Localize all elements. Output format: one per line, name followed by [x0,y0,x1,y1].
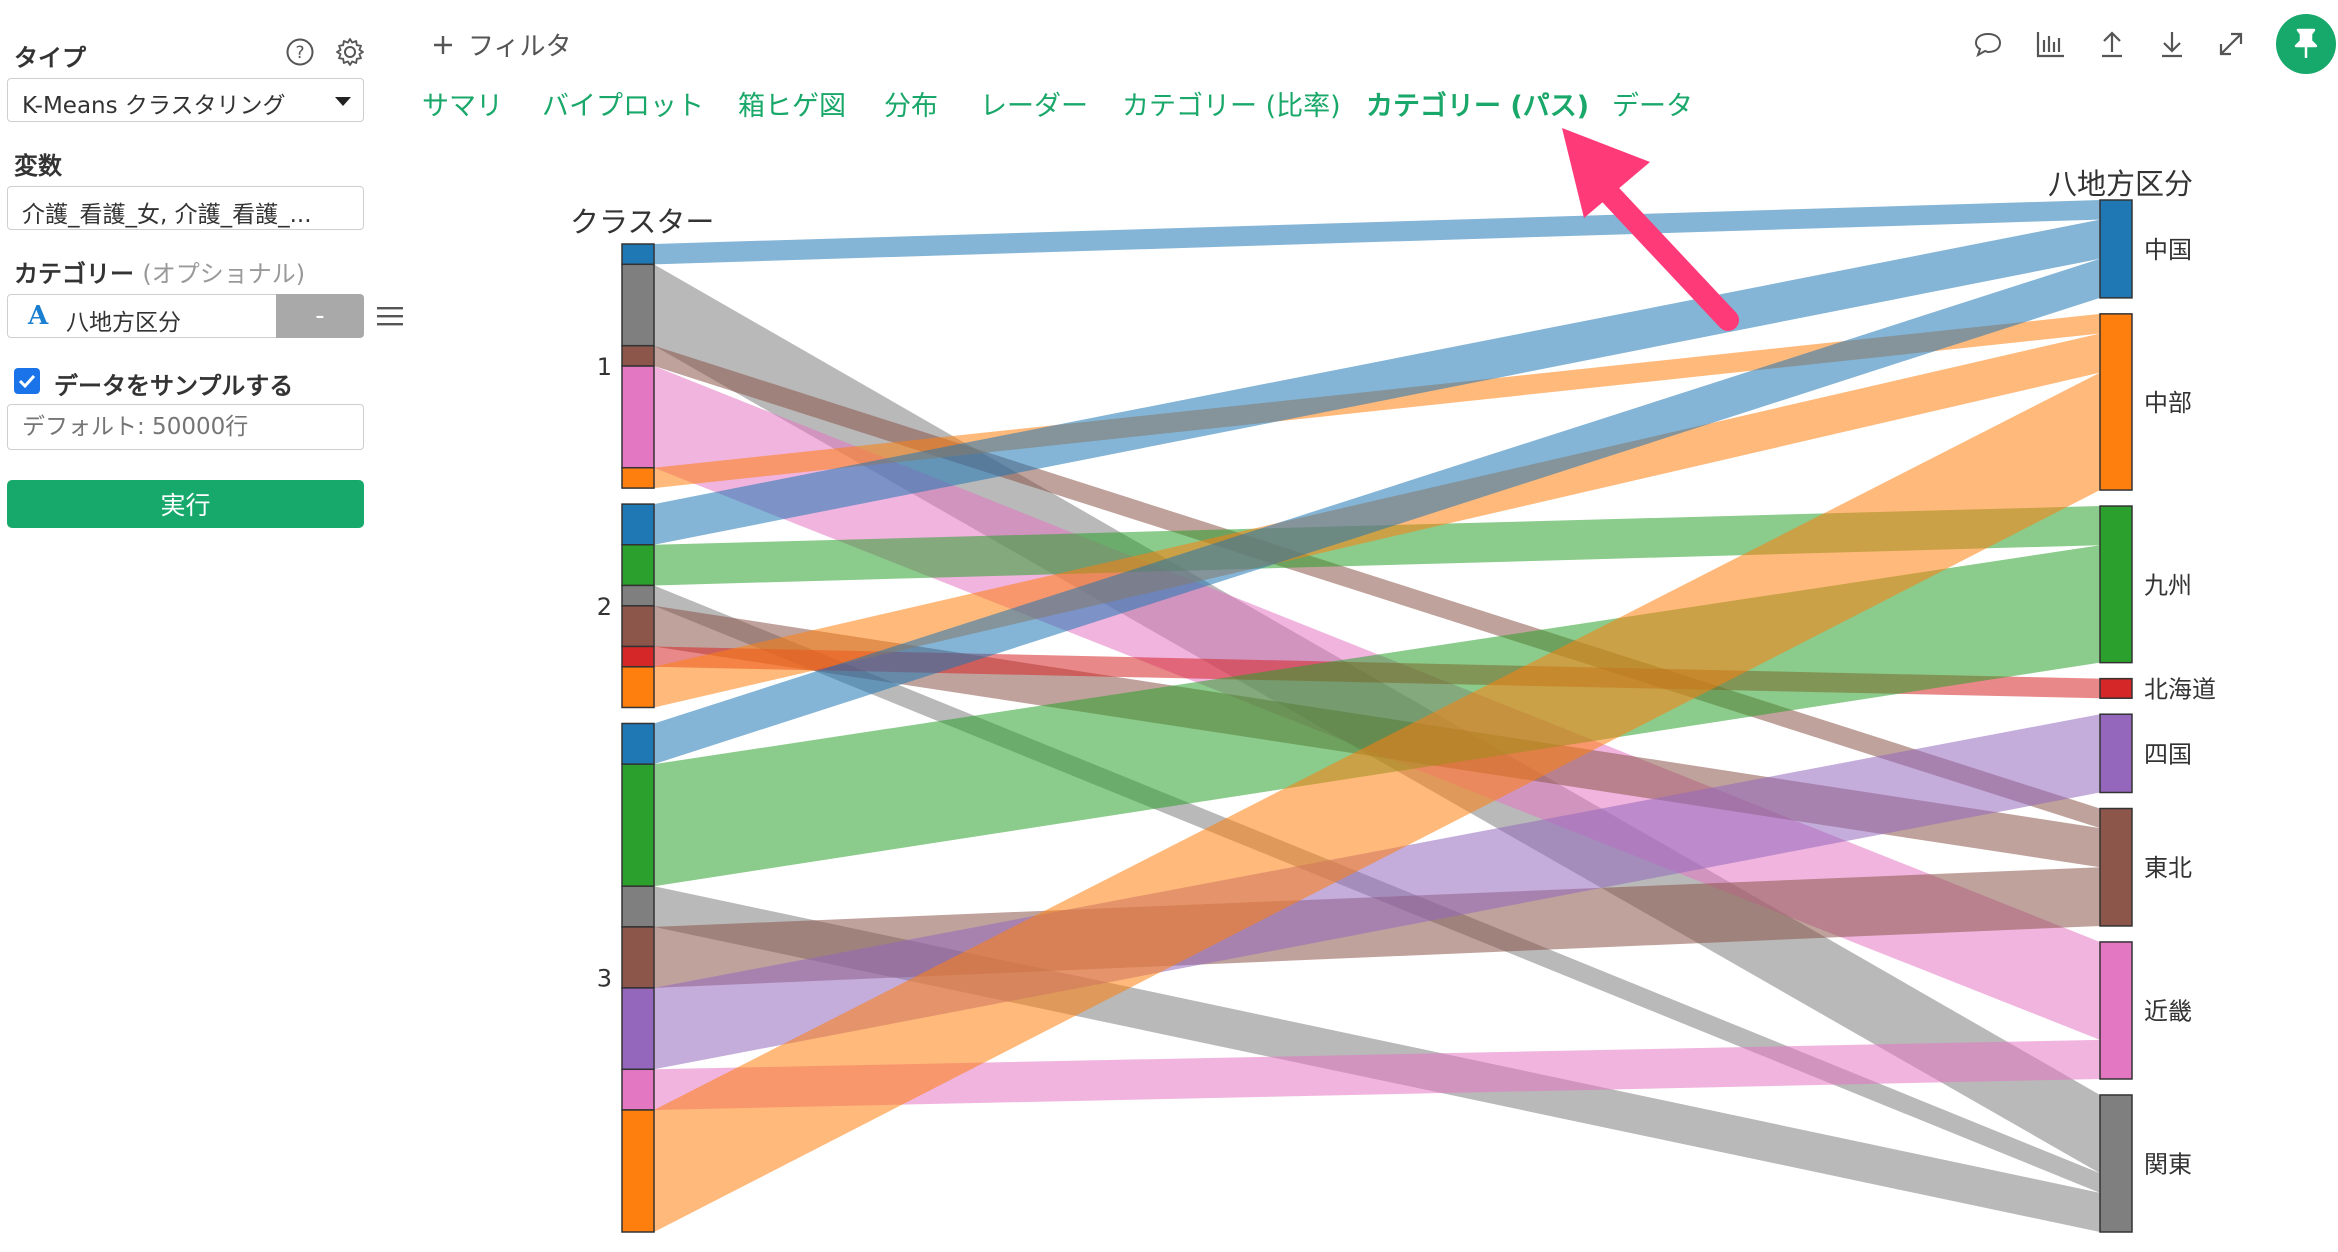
flow-ribbon [654,200,2100,265]
sample-rows-input[interactable] [7,404,364,450]
region-label: 関東 [2144,1150,2192,1178]
category-remove-button[interactable]: - [276,294,364,338]
download-icon[interactable] [2154,26,2190,62]
tab-radar[interactable]: レーダー [980,91,1088,122]
category-optional-text: (オプショナル) [142,260,306,288]
comment-icon[interactable] [1970,26,2006,62]
variables-label: 変数 [14,152,62,180]
cluster-segment [621,1068,655,1111]
pin-icon [2294,28,2318,58]
category-label: カテゴリー (オプショナル) [14,254,305,289]
chevron-down-icon [335,97,351,106]
cluster-segment [621,1109,655,1233]
region-label: 四国 [2144,740,2192,768]
cluster-segment [621,645,655,668]
region-bar [2099,313,2133,491]
variables-value: 介護_看護_女, 介護_看護_... [22,202,312,228]
cluster-segment [621,243,655,266]
annotation-arrow-shaft [1595,179,1739,331]
sample-checkbox[interactable] [14,368,40,394]
cluster-segment [621,544,655,587]
expand-icon[interactable] [2213,26,2249,62]
plus-icon [434,35,452,54]
upload-icon[interactable] [2094,26,2130,62]
settings-gear-icon[interactable] [332,34,368,70]
cluster-segment [621,666,655,709]
flow-ribbon [654,1039,2100,1110]
cluster-label: 1 [597,353,612,381]
run-button[interactable]: 実行 [7,480,364,528]
cluster-label: 3 [597,965,612,993]
cluster-segment [621,885,655,928]
variables-field[interactable]: 介護_看護_女, 介護_看護_... [7,186,364,230]
check-icon [18,374,36,389]
cluster-segment [621,466,655,489]
tab-summary[interactable]: サマリ [422,91,503,122]
category-label-text: カテゴリー [14,260,134,288]
text-type-icon: A [28,301,49,331]
right-axis-title: 八地方区分 [2048,167,2193,201]
tab-distribution[interactable]: 分布 [884,91,938,122]
region-bar [2099,713,2133,794]
flow-ribbon [654,219,2100,545]
region-bar [2099,807,2133,927]
cluster-segment [621,365,655,469]
region-label: 近畿 [2144,997,2192,1025]
region-label: 中部 [2144,389,2192,417]
tab-category-ratio[interactable]: カテゴリー (比率) [1122,91,1341,122]
region-label: 北海道 [2144,675,2216,703]
region-bar [2099,505,2133,664]
pin-button[interactable] [2276,14,2336,74]
region-label: 中国 [2144,236,2192,264]
type-select[interactable]: K-Means クラスタリング [7,78,364,122]
cluster-segment [621,722,655,765]
cluster-segment [621,926,655,989]
type-select-value: K-Means クラスタリング [22,93,286,119]
region-bar [2099,677,2133,699]
category-remove-label: - [315,301,325,331]
run-button-label: 実行 [160,491,211,520]
tab-boxplot[interactable]: 箱ヒゲ図 [738,91,846,122]
cluster-label: 2 [597,593,612,621]
category-value: 八地方区分 [66,310,181,336]
region-bar [2099,941,2133,1080]
add-filter-button[interactable]: フィルタ [432,26,571,63]
sample-label: データをサンプルする [54,372,294,400]
cluster-segment [621,605,655,648]
cluster-segment [621,584,655,607]
menu-icon[interactable] [372,298,408,334]
region-bar [2099,199,2133,299]
flow-ribbon [654,258,2100,765]
category-field[interactable]: A 八地方区分 [7,294,277,338]
type-label: タイプ [14,44,86,72]
annotation-arrow-head [1562,128,1650,218]
cluster-segment [621,987,655,1071]
help-icon[interactable]: ? [282,34,318,70]
region-label: 九州 [2144,571,2192,599]
cluster-segment [621,263,655,347]
left-axis-title: クラスター [570,205,714,239]
region-bar [2099,1094,2133,1233]
cluster-segment [621,503,655,546]
flow-ribbon [654,506,2100,586]
filter-label: フィルタ [468,32,572,62]
cluster-segment [621,763,655,887]
region-label: 東北 [2144,854,2192,882]
flow-ribbon [654,372,2100,1233]
tab-category-path[interactable]: カテゴリー (パス) [1366,91,1590,122]
svg-text:?: ? [295,43,304,63]
tab-biplot[interactable]: バイプロット [542,91,704,122]
cluster-segment [621,344,655,367]
chart-icon[interactable] [2032,26,2068,62]
tab-data[interactable]: データ [1612,91,1693,122]
